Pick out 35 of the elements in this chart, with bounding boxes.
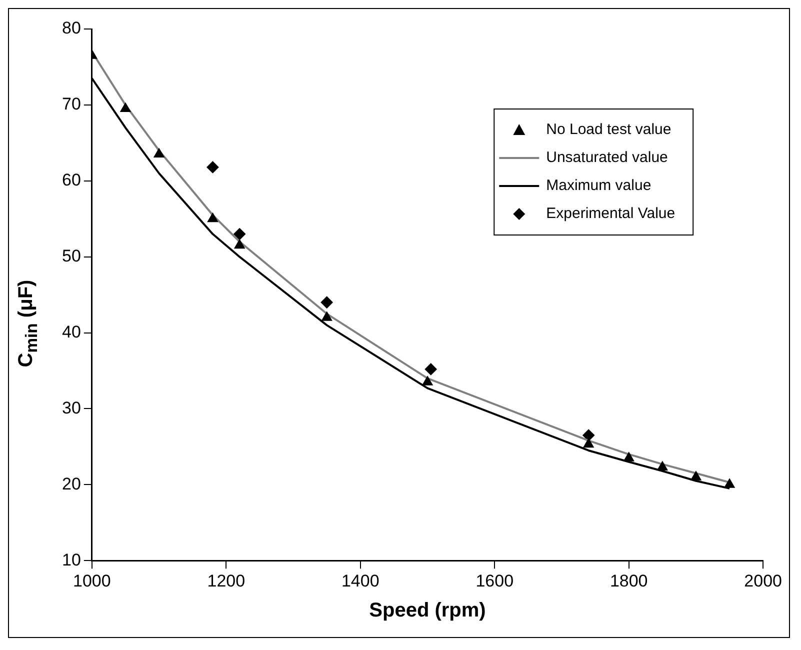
point: [120, 102, 131, 112]
point: [320, 296, 333, 308]
point: [583, 438, 594, 448]
point: [424, 363, 437, 376]
legend-label: No Load test value: [546, 121, 672, 138]
x-tick-label: 1800: [610, 571, 648, 590]
point: [207, 212, 218, 222]
point: [690, 471, 702, 480]
y-tick-label: 70: [62, 94, 81, 114]
y-tick-label: 80: [62, 18, 81, 38]
legend-label: Experimental Value: [546, 205, 676, 222]
point: [154, 148, 164, 158]
point: [322, 312, 332, 321]
x-tick-label: 1000: [72, 571, 111, 590]
x-tick-label: 1600: [476, 571, 514, 590]
point: [724, 478, 735, 488]
x-tick-label: 1200: [207, 571, 246, 590]
point: [422, 376, 433, 386]
legend-label: Maximum value: [546, 177, 652, 194]
point: [234, 228, 246, 240]
x-axis-title: Speed (rpm): [369, 600, 486, 622]
y-tick-label: 40: [62, 322, 81, 342]
point: [234, 239, 245, 249]
y-tick-label: 60: [62, 170, 81, 190]
x-tick-label: 2000: [744, 571, 782, 590]
point: [582, 429, 595, 442]
y-tick-label: 50: [62, 246, 81, 266]
point: [624, 452, 634, 462]
point: [657, 461, 668, 470]
y-tick-label: 30: [62, 398, 81, 418]
x-tick-label: 1400: [341, 571, 380, 590]
point: [206, 161, 219, 174]
legend-label: Unsaturated value: [546, 149, 668, 166]
y-tick-label: 10: [62, 550, 81, 570]
y-tick-label: 20: [62, 474, 81, 494]
